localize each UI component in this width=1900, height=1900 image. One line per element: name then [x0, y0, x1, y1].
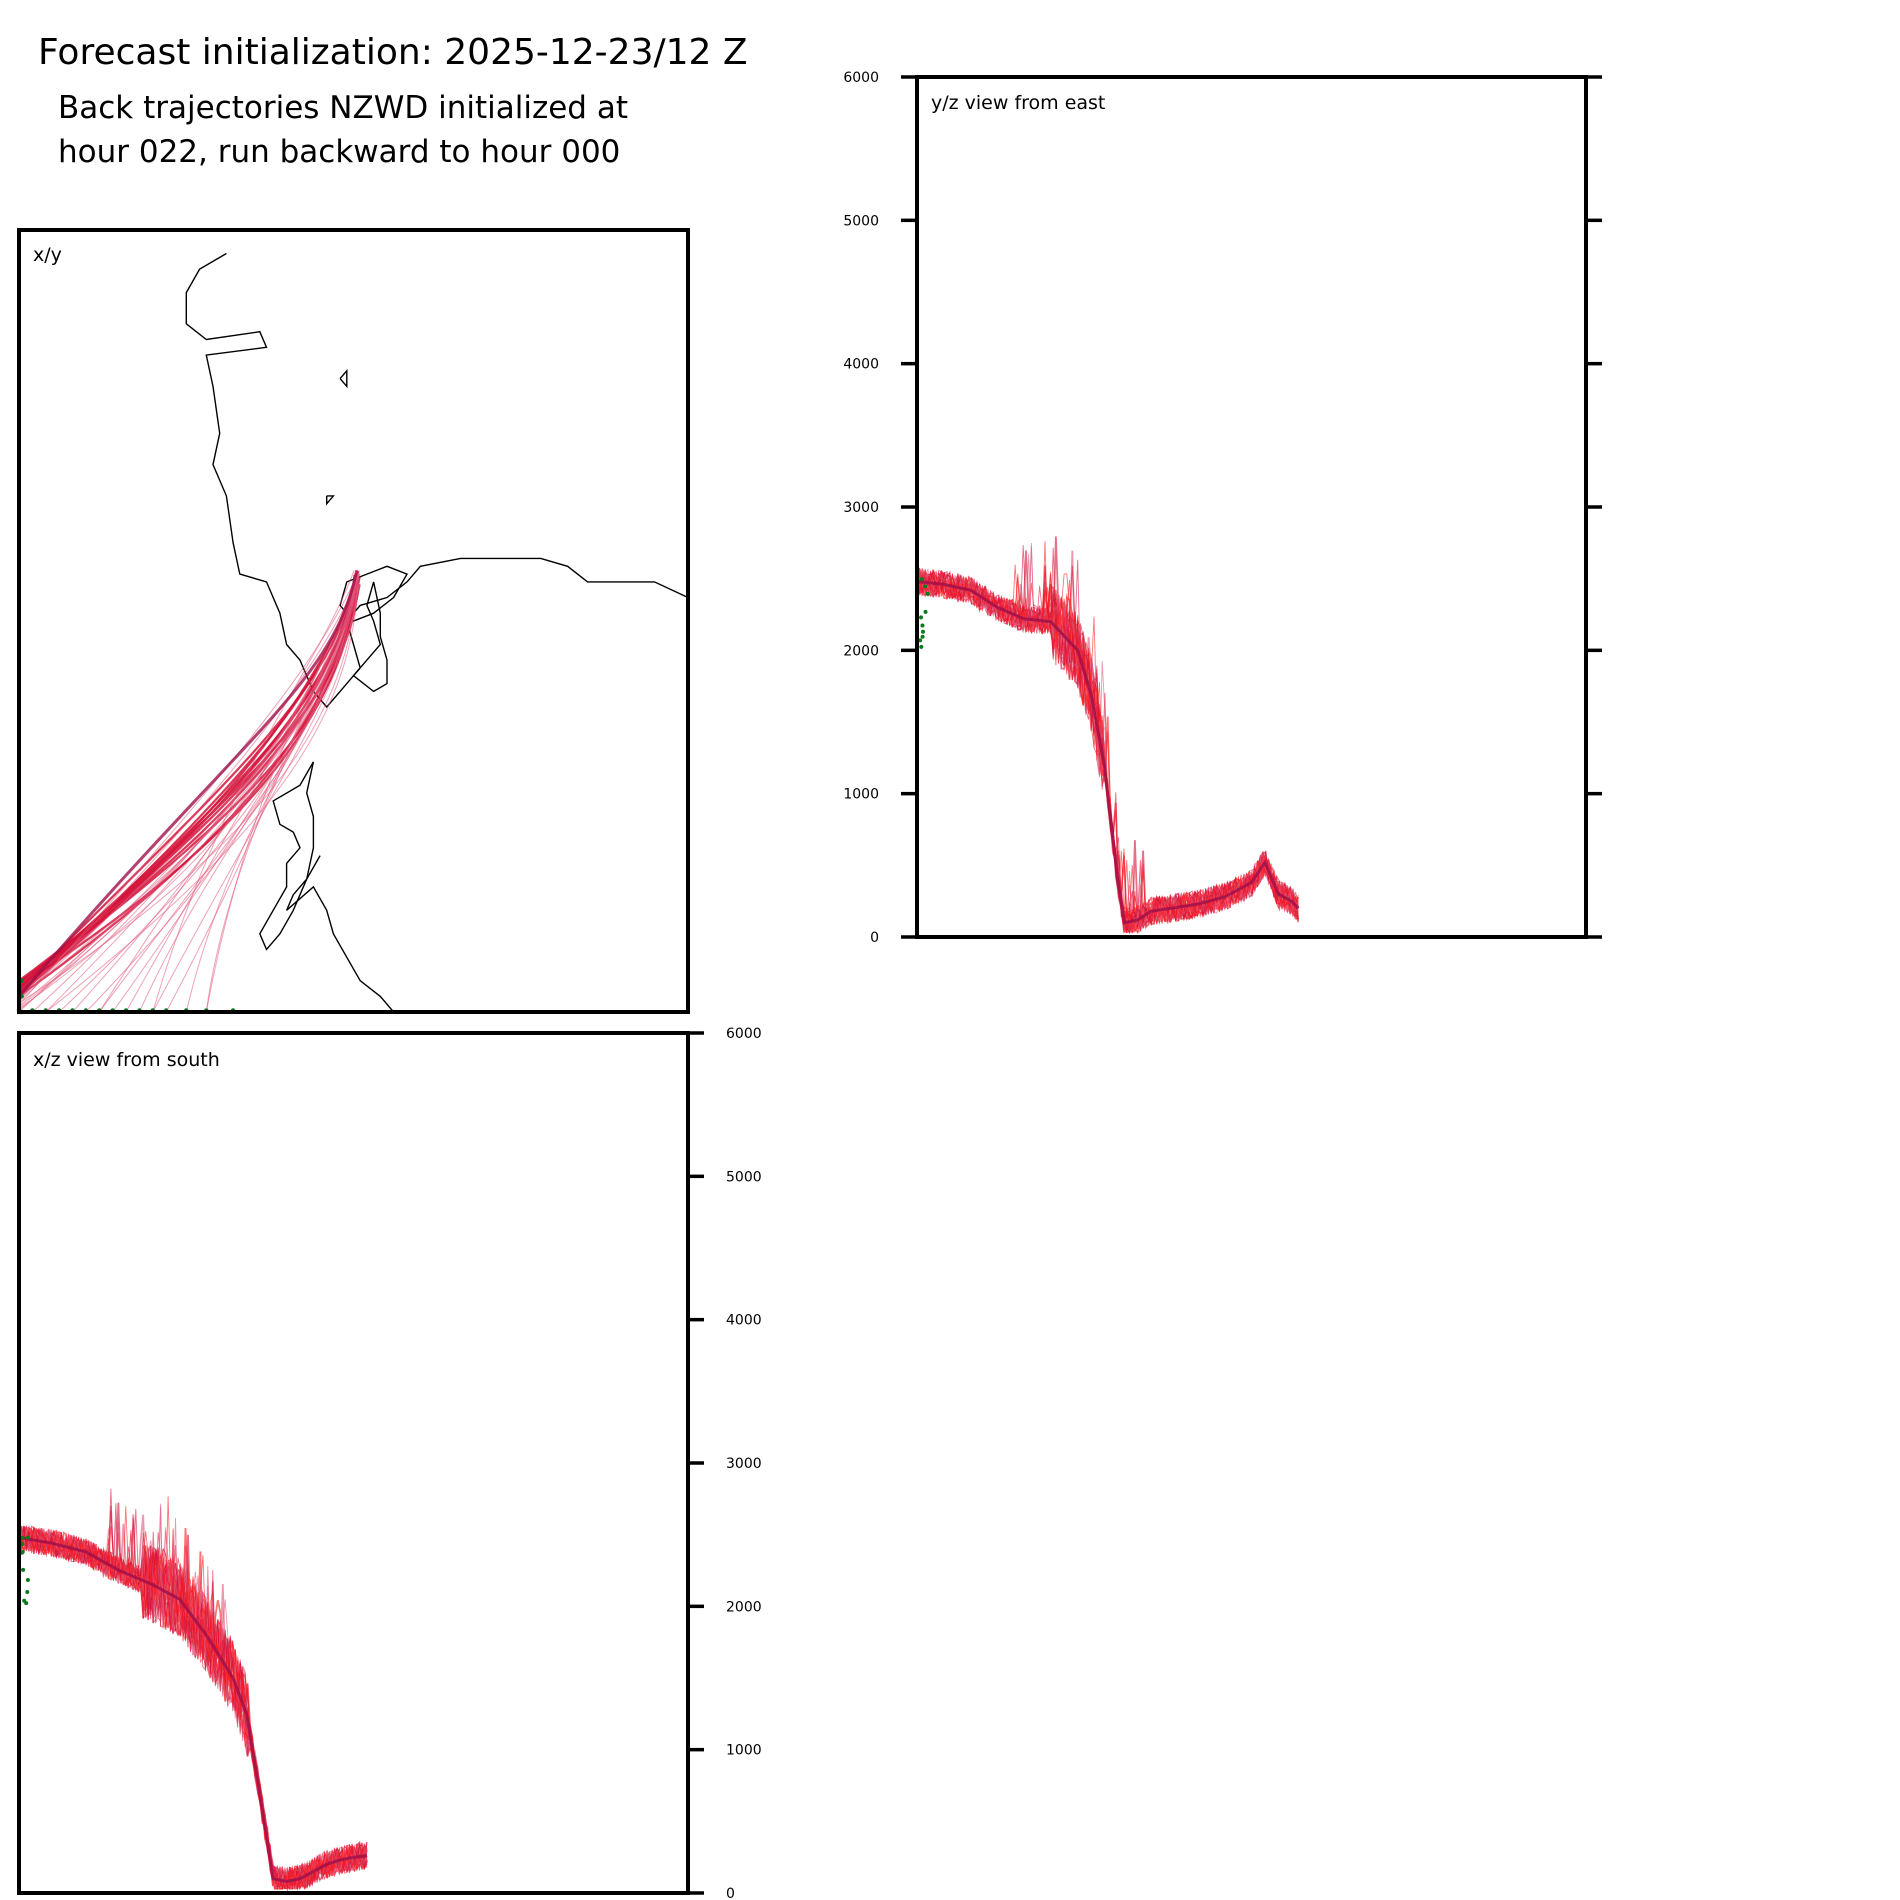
xy-trajectory-line: [18, 580, 358, 998]
xy-trajectory-line: [32, 570, 360, 1013]
figure-subtitle-line2: hour 022, run backward to hour 000: [58, 134, 620, 170]
profile-trajectory-line: [18, 1505, 368, 1889]
profile-trajectory-line: [18, 1517, 368, 1889]
profile-trajectory-line: [916, 572, 1299, 932]
y-tick-label: 0: [870, 930, 879, 946]
xz-profile-panel: 0 1000 2000 3000 4000 5000 6000 x/z view from …: [17, 1026, 762, 1900]
y-tick-label: 1000: [843, 787, 879, 803]
profile-trajectory-line: [18, 1514, 368, 1889]
yz-profile-panel: 0 1000 2000 3000 4000 5000 6000 y/z view from …: [843, 70, 1602, 946]
xy-trajectory-group: [17, 569, 361, 1013]
profile-start-marker: [20, 1542, 25, 1547]
xy-map-panel: x/y: [16, 228, 690, 1015]
xy-mean-trajectory: [17, 569, 359, 998]
xy-trajectory-line: [185, 582, 359, 1013]
profile-trajectory-line: [18, 1508, 368, 1891]
coastline-group: [185, 252, 689, 1013]
coastline-southern-coast: [259, 761, 315, 951]
profile-trajectory-line: [18, 1528, 368, 1889]
yz-trajectory-group: [916, 536, 1300, 935]
profile-start-marker: [20, 1535, 25, 1540]
xy-trajectory-line: [18, 573, 361, 1001]
yz-start-markers: [918, 577, 930, 649]
coastline-ross-sea-coast: [346, 557, 689, 669]
xy-trajectory-line: [18, 574, 356, 989]
profile-trajectory-line: [18, 1527, 368, 1890]
xy-trajectory-line: [18, 578, 360, 982]
xy-panel-label: x/y: [33, 244, 62, 266]
coastline-bottom-coast: [286, 885, 395, 1013]
xy-trajectory-line: [18, 579, 360, 983]
y-tick-label: 3000: [726, 1456, 762, 1472]
profile-start-marker: [918, 638, 923, 643]
profile-start-marker: [923, 584, 928, 589]
xy-trajectory-line: [18, 573, 359, 1005]
y-tick-label: 6000: [843, 70, 879, 86]
yz-axis-ticks: 0 1000 2000 3000 4000 5000 6000: [843, 70, 1602, 946]
profile-trajectory-line: [916, 569, 1300, 932]
xz-trajectory-group: [18, 1488, 368, 1893]
profile-start-marker: [923, 609, 928, 614]
xy-trajectory-line: [205, 579, 356, 1013]
y-tick-label: 5000: [726, 1169, 762, 1185]
y-tick-label: 5000: [843, 213, 879, 229]
profile-trajectory-line: [18, 1506, 368, 1891]
xy-trajectory-line: [58, 575, 359, 1013]
profile-start-marker: [920, 634, 925, 639]
y-tick-label: 2000: [843, 643, 879, 659]
yz-panel-label: y/z view from east: [931, 92, 1105, 114]
y-tick-label: 0: [726, 1886, 735, 1900]
coastline-islet-1: [339, 368, 348, 389]
profile-start-marker: [921, 629, 926, 634]
xz-panel-frame: [17, 1031, 690, 1895]
xy-trajectory-line: [152, 570, 355, 1013]
y-tick-label: 4000: [843, 357, 879, 373]
profile-trajectory-line: [18, 1519, 368, 1890]
xz-panel-label: x/z view from south: [33, 1049, 220, 1071]
coastline-peninsula: [352, 581, 388, 693]
coastline-islet-2: [326, 495, 335, 506]
y-tick-label: 4000: [726, 1313, 762, 1329]
profile-start-marker: [26, 1535, 31, 1540]
profile-start-marker: [919, 615, 924, 620]
profile-trajectory-line: [916, 569, 1299, 933]
profile-trajectory-line: [916, 570, 1299, 932]
profile-start-marker: [920, 623, 925, 628]
xy-trajectory-line: [18, 573, 358, 992]
profile-start-marker: [925, 591, 930, 596]
xy-trajectory-line: [18, 578, 356, 986]
profile-start-marker: [21, 1567, 26, 1572]
profile-start-marker: [24, 1601, 29, 1606]
figure-subtitle-line1: Back trajectories NZWD initialized at: [58, 90, 628, 126]
y-tick-label: 3000: [843, 500, 879, 516]
coastline-lower-coast: [285, 855, 321, 911]
y-tick-label: 2000: [726, 1599, 762, 1615]
yz-panel-frame: [915, 75, 1588, 939]
xy-trajectory-line: [18, 575, 358, 998]
profile-start-marker: [25, 1589, 30, 1594]
profile-start-marker: [25, 1578, 30, 1583]
profile-trajectory-line: [18, 1518, 368, 1891]
coastline-ross-island: [339, 565, 409, 622]
profile-mean-trajectory: [18, 1536, 368, 1884]
profile-mean-trajectory: [916, 580, 1300, 925]
profile-start-marker: [919, 577, 924, 582]
xy-trajectory-line: [18, 574, 360, 1004]
xy-trajectory-line: [18, 570, 360, 985]
profile-start-marker: [919, 644, 924, 649]
xy-trajectory-line: [98, 578, 358, 1013]
figure-title: Forecast initialization: 2025-12-23/12 Z: [38, 32, 748, 73]
xz-axis-ticks: 0 1000 2000 3000 4000 5000 6000: [688, 1026, 762, 1900]
y-tick-label: 1000: [726, 1743, 762, 1759]
xy-trajectory-line: [18, 576, 357, 995]
y-tick-label: 6000: [726, 1026, 762, 1042]
xy-panel-frame: [17, 228, 690, 1014]
xz-start-markers: [19, 1535, 31, 1606]
profile-trajectory-line: [18, 1506, 368, 1891]
xy-trajectory-line: [112, 578, 356, 1013]
